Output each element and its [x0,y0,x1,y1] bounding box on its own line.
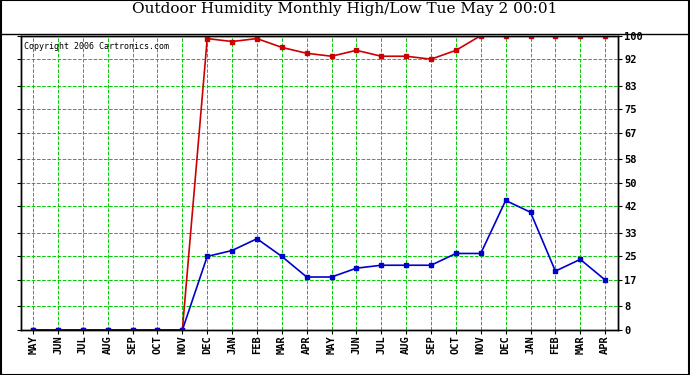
Text: Outdoor Humidity Monthly High/Low Tue May 2 00:01: Outdoor Humidity Monthly High/Low Tue Ma… [132,2,558,16]
Text: Copyright 2006 Cartronics.com: Copyright 2006 Cartronics.com [23,42,168,51]
